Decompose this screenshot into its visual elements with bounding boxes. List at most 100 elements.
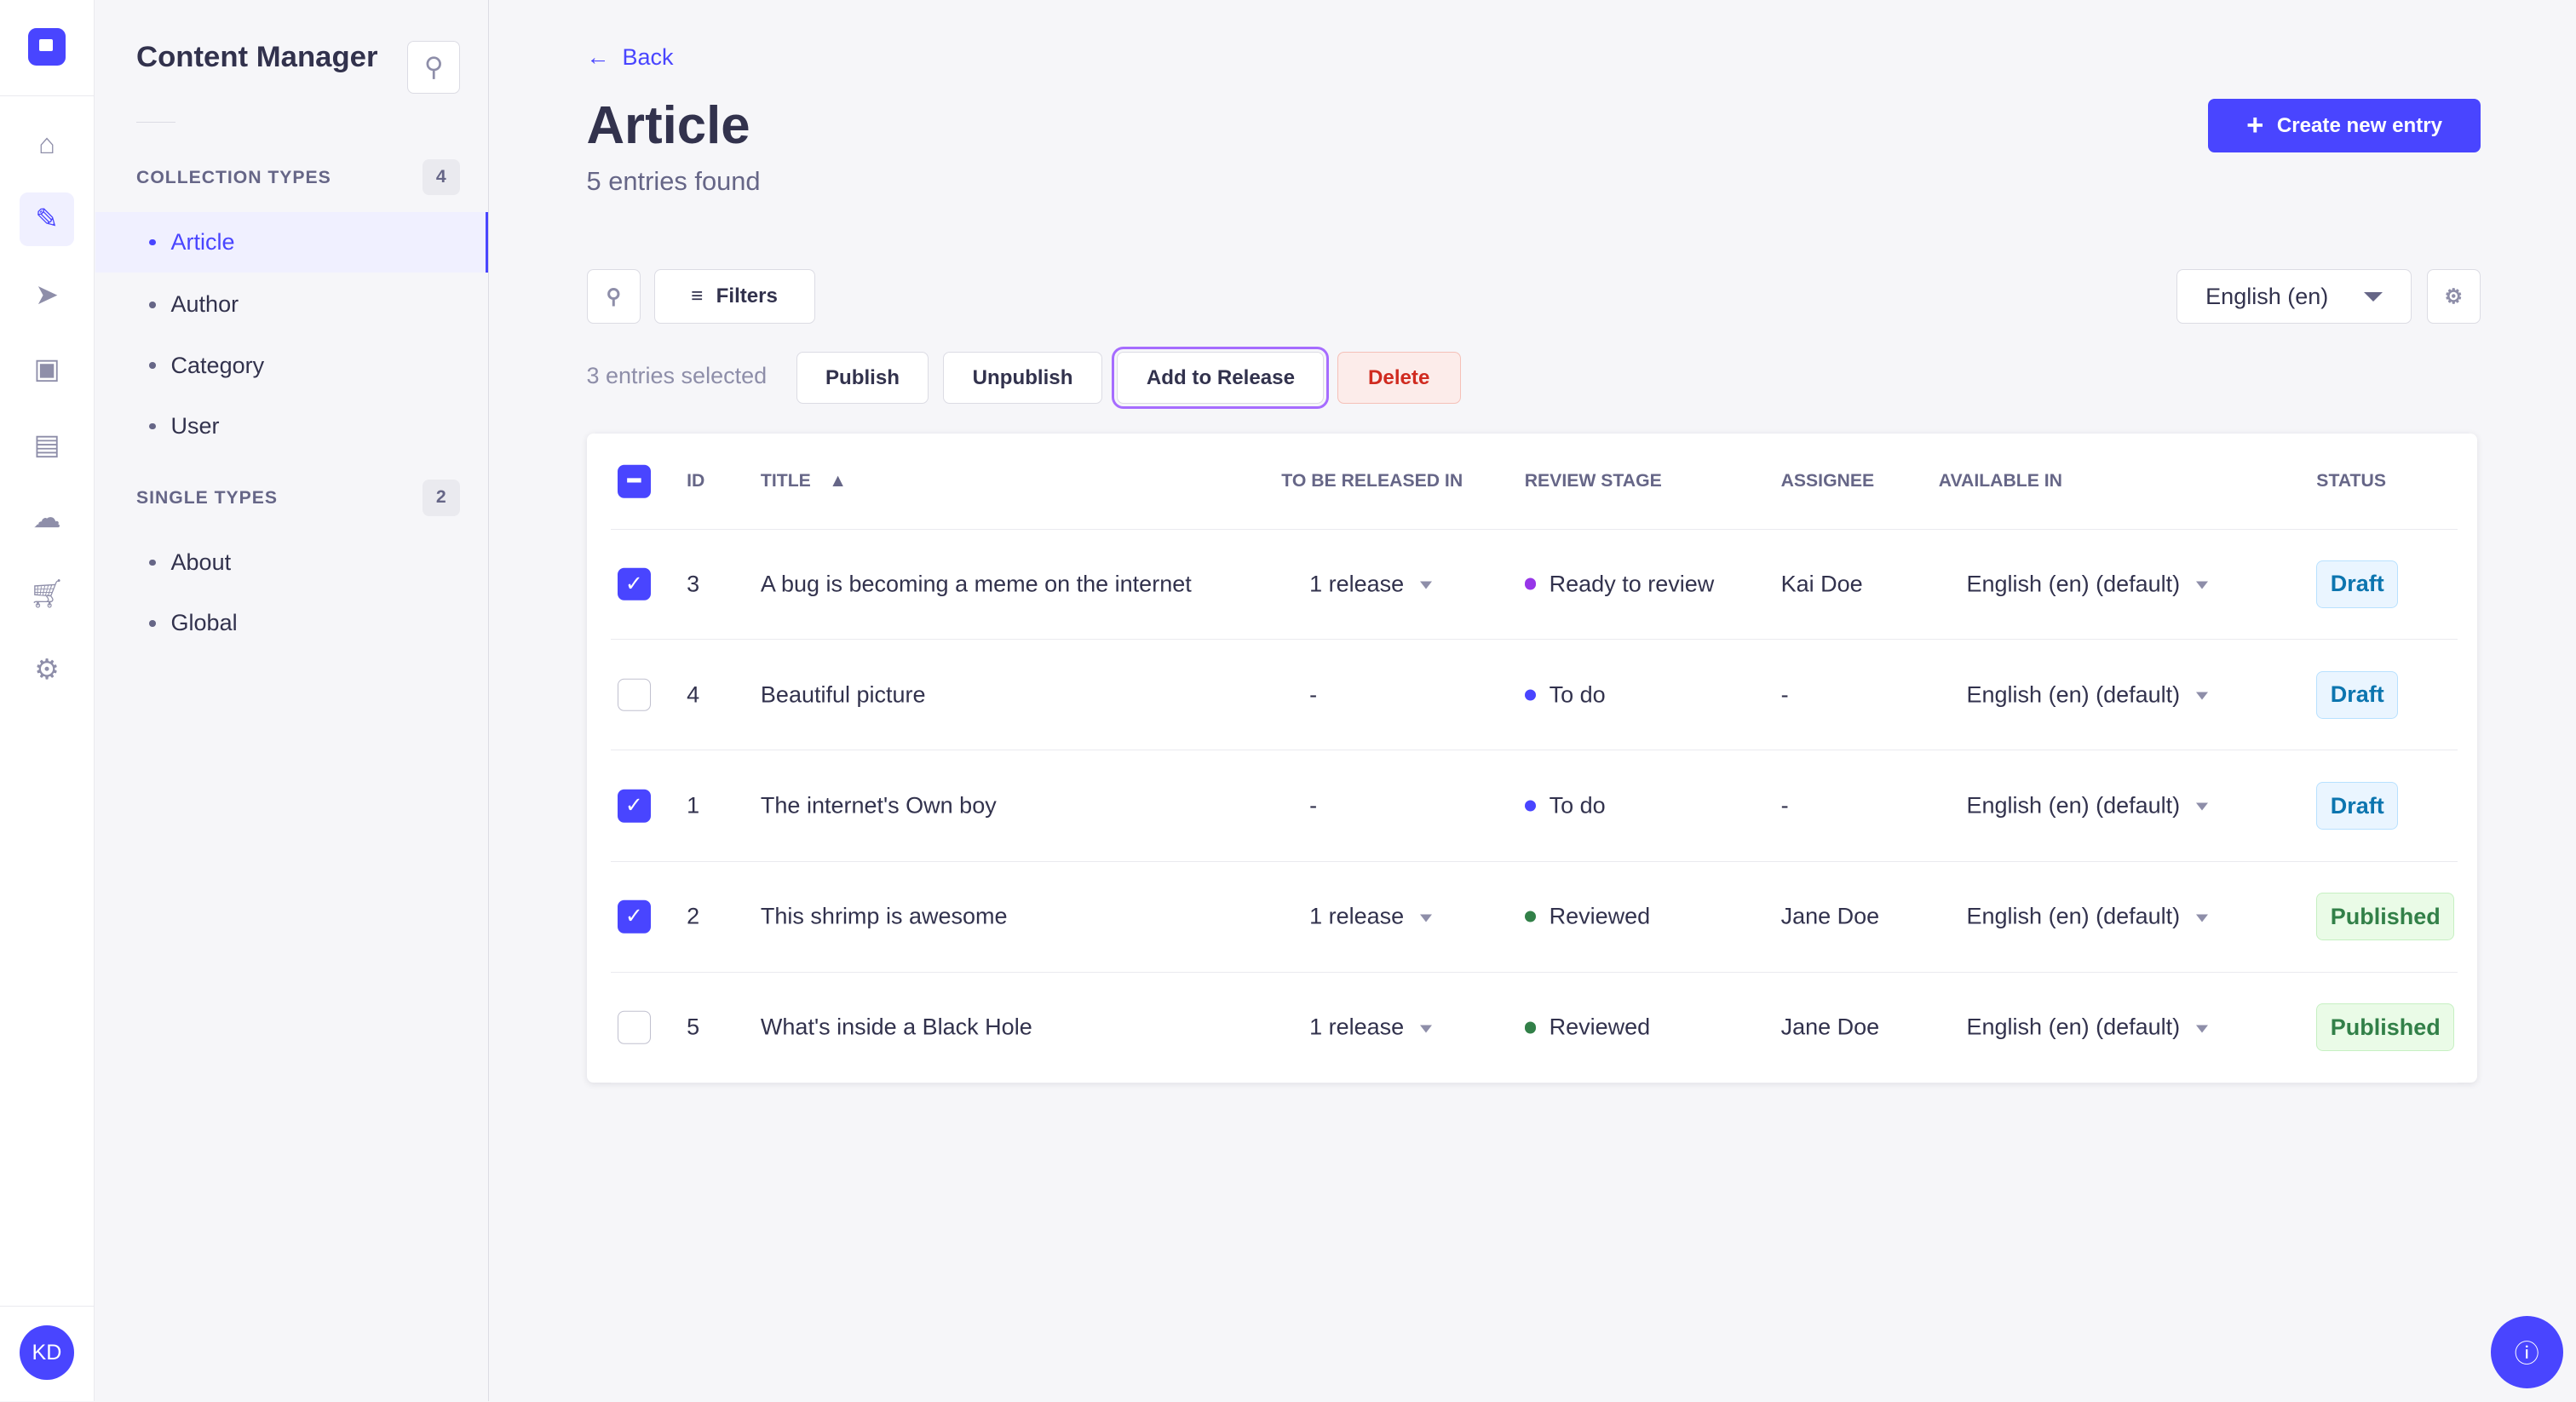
sidebar-item-label: Category [170, 352, 265, 378]
col-status: STATUS [2316, 471, 2386, 491]
cell-title: This shrimp is awesome [760, 903, 1008, 929]
table-row[interactable]: 5 What's inside a Black Hole 1 release R… [611, 973, 2458, 1083]
chevron-down-icon [2196, 802, 2209, 811]
search-icon: ⚲ [423, 52, 444, 83]
publish-button[interactable]: Publish [796, 351, 929, 405]
search-button[interactable]: ⚲ [586, 269, 641, 324]
cell-assignee: - [1780, 792, 1789, 819]
chevron-down-icon [1420, 581, 1433, 589]
row-checkbox[interactable]: ✓ [618, 789, 651, 823]
row-checkbox[interactable] [618, 678, 651, 712]
add-to-release-button[interactable]: Add to Release [1111, 345, 1331, 411]
main-nav: ⌂ ✎ ➤ ▣ ▤ ☁ 🛒︎ ⚙ KD [0, 0, 95, 1402]
row-checkbox[interactable]: ✓ [618, 899, 651, 934]
cell-available-in[interactable]: English (en) (default) [1967, 1014, 2209, 1041]
cart-icon[interactable]: 🛒︎ [29, 577, 65, 609]
paper-plane-icon[interactable]: ➤ [35, 279, 59, 311]
divider [0, 95, 94, 96]
list-settings-button[interactable]: ⚙ [2426, 269, 2481, 324]
collection-types-count: 4 [422, 159, 460, 196]
status-badge: Published [2316, 893, 2455, 941]
col-release: TO BE RELEASED IN [1281, 471, 1463, 491]
home-icon[interactable]: ⌂ [38, 127, 55, 159]
gear-icon[interactable]: ⚙ [34, 652, 60, 685]
question-icon: ⓘ [2514, 1341, 2539, 1369]
stage-label: To do [1549, 681, 1606, 708]
status-badge: Draft [2316, 670, 2399, 719]
help-button[interactable]: ⓘ [2490, 1315, 2563, 1388]
media-icon[interactable]: ▣ [33, 352, 60, 384]
cell-release[interactable]: 1 release [1309, 571, 1433, 597]
locale-label: English (en) (default) [1966, 792, 2181, 819]
row-checkbox[interactable]: ✓ [618, 567, 651, 600]
row-checkbox[interactable] [618, 1011, 651, 1044]
single-types-label: SINGLE TYPES [136, 487, 278, 508]
stage-dot [1524, 1021, 1537, 1034]
cell-release[interactable]: 1 release [1309, 1014, 1433, 1041]
cell-review-stage: Ready to review [1524, 571, 1715, 597]
filters-button[interactable]: ≡ Filters [653, 269, 815, 324]
cell-release: - [1309, 681, 1317, 708]
locale-label: English (en) (default) [1966, 1014, 2181, 1040]
cell-available-in[interactable]: English (en) (default) [1967, 792, 2209, 819]
entries-count: 5 entries found [586, 165, 761, 196]
layout-icon[interactable]: ▤ [33, 428, 60, 460]
chevron-down-icon [2196, 692, 2209, 700]
table-row[interactable]: 4 Beautiful picture - To do - English (e… [611, 640, 2458, 751]
cell-title: The internet's Own boy [760, 792, 997, 819]
chevron-down-icon [2196, 914, 2209, 922]
sidebar-item-article[interactable]: Article [95, 211, 488, 273]
sort-up-icon: ▲ [829, 471, 848, 491]
sidebar-item-global[interactable]: Global [95, 593, 488, 653]
cell-release[interactable]: 1 release [1309, 903, 1433, 930]
locale-label: English (en) (default) [1966, 903, 2181, 929]
chevron-down-icon [2196, 581, 2209, 589]
table-row[interactable]: ✓ 2 This shrimp is awesome 1 release Rev… [611, 862, 2458, 973]
cell-assignee: Kai Doe [1780, 571, 1863, 597]
chevron-down-icon [2196, 1025, 2209, 1032]
back-link[interactable]: ← Back [587, 44, 674, 71]
divider [0, 1306, 94, 1307]
unpublish-button[interactable]: Unpublish [943, 351, 1103, 405]
cell-id: 1 [687, 792, 700, 819]
release-value: - [1309, 792, 1318, 819]
selected-count: 3 entries selected [586, 363, 768, 389]
sidebar-item-category[interactable]: Category [95, 335, 488, 395]
locale-select[interactable]: English (en) [2176, 269, 2412, 324]
stage-dot [1524, 911, 1537, 922]
col-review-stage: REVIEW STAGE [1524, 471, 1662, 491]
delete-button[interactable]: Delete [1337, 351, 1461, 405]
table-row[interactable]: ✓ 3 A bug is becoming a meme on the inte… [611, 529, 2458, 641]
select-all-checkbox[interactable]: ━ [618, 464, 651, 498]
cloud-icon[interactable]: ☁ [32, 502, 61, 534]
cell-release: - [1309, 792, 1317, 819]
col-title[interactable]: TITLE ▲ [761, 471, 847, 491]
sidebar-item-user[interactable]: User [95, 396, 488, 457]
stage-label: Reviewed [1549, 1014, 1651, 1040]
sidebar-item-about[interactable]: About [95, 532, 488, 593]
chevron-down-icon [2364, 291, 2383, 302]
cell-available-in[interactable]: English (en) (default) [1967, 904, 2209, 930]
avatar[interactable]: KD [20, 1325, 74, 1381]
status-badge: Published [2316, 1003, 2455, 1052]
stage-label: Ready to review [1549, 571, 1715, 597]
table-row[interactable]: ✓ 1 The internet's Own boy - To do - Eng… [611, 750, 2458, 862]
cell-available-in[interactable]: English (en) (default) [1967, 571, 2209, 597]
status-badge: Draft [2316, 560, 2399, 608]
release-value: 1 release [1309, 903, 1405, 929]
create-new-entry-button[interactable]: + Create new entry [2208, 98, 2481, 153]
sidebar-item-label: About [170, 549, 232, 576]
sidebar-item-author[interactable]: Author [95, 274, 488, 335]
release-value: 1 release [1309, 571, 1405, 597]
locale-label: English (en) (default) [1966, 571, 2181, 597]
strapi-logo[interactable] [27, 27, 66, 66]
sidebar-search-button[interactable]: ⚲ [407, 41, 461, 94]
cell-review-stage: To do [1524, 792, 1606, 819]
feather-icon[interactable]: ✎ [20, 192, 74, 247]
cell-available-in[interactable]: English (en) (default) [1967, 681, 2209, 708]
col-id[interactable]: ID [687, 471, 705, 491]
cell-assignee: Jane Doe [1780, 1014, 1880, 1040]
stage-dot [1524, 689, 1537, 701]
main-content: ← Back Article 5 entries found + Create n… [490, 0, 2576, 1401]
chevron-down-icon [1420, 914, 1433, 922]
